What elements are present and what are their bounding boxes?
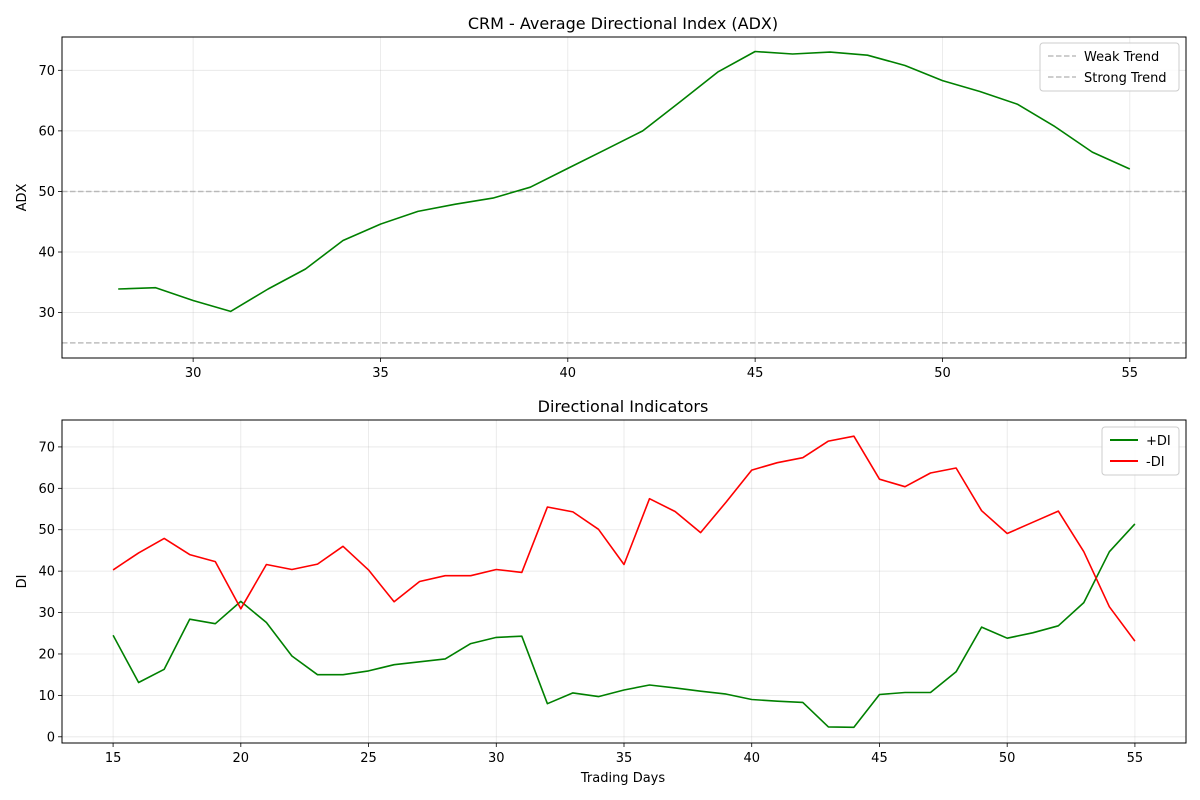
adx-series-line (118, 50, 1131, 313)
di-x-tick-label: 55 (1127, 751, 1144, 766)
adx-legend-frame (1039, 42, 1180, 92)
di-x-tick-label: 45 (871, 751, 888, 766)
di-x-tick-label: 40 (743, 751, 760, 766)
di-y-tick-label: 20 (38, 647, 55, 662)
di-panel: Directional Indicators 15 20 25 30 35 40 45 50 5… (15, 397, 1187, 786)
di-y-tick-label: 40 (38, 565, 55, 580)
adx-panel: CRM - Average Directional Index (ADX) 30… (15, 14, 1187, 381)
adx-y-tick-label: 30 (38, 306, 55, 321)
adx-series (118, 50, 1131, 313)
adx-y-axis: 30 40 50 60 70 (38, 64, 62, 321)
adx-x-tick-label: 55 (1122, 366, 1139, 381)
di-x-tick-label: 20 (233, 751, 250, 766)
adx-x-tick-label: 50 (934, 366, 951, 381)
adx-y-axis-label: ADX (15, 184, 30, 212)
di-y-tick-label: 70 (38, 440, 55, 455)
adx-x-tick-label: 35 (372, 366, 389, 381)
legend-label-strong-trend: Strong Trend (1084, 71, 1167, 86)
di-x-tick-label: 30 (488, 751, 505, 766)
di-x-axis-label: Trading Days (580, 771, 665, 786)
di-y-axis-label: DI (15, 575, 30, 589)
adx-x-tick-label: 30 (185, 366, 202, 381)
di-grid (62, 420, 1186, 743)
adx-x-axis: 30 35 40 45 50 55 (185, 358, 1138, 381)
adx-x-tick-label: 40 (560, 366, 577, 381)
di-legend: +DI -DI (1101, 426, 1180, 476)
di-y-tick-label: 50 (38, 523, 55, 538)
di-y-tick-label: 60 (38, 482, 55, 497)
adx-y-tick-label: 50 (38, 185, 55, 200)
series-line-minus-di (112, 435, 1136, 642)
di-x-tick-label: 35 (616, 751, 633, 766)
di-x-tick-label: 15 (105, 751, 122, 766)
di-y-axis: 0 10 20 30 40 50 60 70 (38, 440, 62, 745)
legend-label-minus-di: -DI (1146, 455, 1165, 470)
adx-x-tick-label: 45 (747, 366, 764, 381)
adx-reference-lines (62, 190, 1186, 344)
di-series (112, 435, 1136, 729)
legend-label-weak-trend: Weak Trend (1084, 50, 1159, 65)
adx-legend: Weak Trend Strong Trend (1039, 42, 1180, 92)
di-title: Directional Indicators (538, 397, 709, 416)
adx-title: CRM - Average Directional Index (ADX) (468, 14, 778, 33)
adx-plot-frame (61, 36, 1187, 359)
adx-y-tick-label: 70 (38, 64, 55, 79)
adx-y-tick-label: 60 (38, 124, 55, 139)
di-x-tick-label: 50 (999, 751, 1016, 766)
legend-label-plus-di: +DI (1146, 434, 1171, 449)
adx-y-tick-label: 40 (38, 246, 55, 261)
series-line-plusminus-di (112, 523, 1136, 729)
di-y-tick-label: 30 (38, 606, 55, 621)
di-x-tick-label: 25 (360, 751, 377, 766)
di-y-tick-label: 10 (38, 689, 55, 704)
di-y-tick-label: 0 (47, 730, 55, 745)
di-x-axis: 15 20 25 30 35 40 45 50 55 (105, 743, 1143, 766)
